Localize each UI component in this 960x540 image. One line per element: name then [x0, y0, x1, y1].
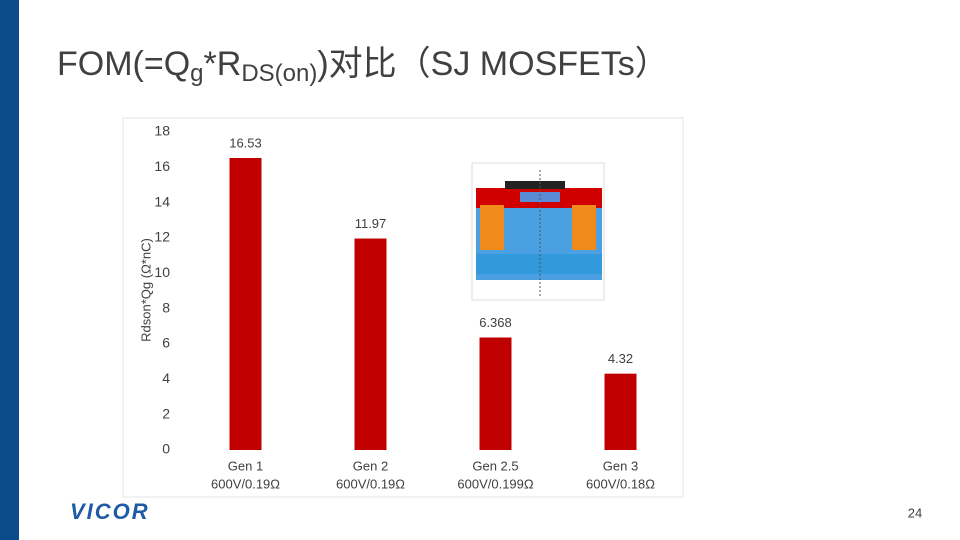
y-axis-title: Rdson*Qg (Ω*nC) [138, 238, 153, 342]
y-tick-label: 14 [154, 193, 170, 209]
y-tick-label: 18 [154, 123, 170, 139]
x-tick-label: Gen 3 [603, 458, 638, 473]
bar [604, 373, 637, 450]
x-tick-sublabel: 600V/0.19Ω [211, 476, 280, 491]
bar [354, 238, 387, 450]
title-text: *R [204, 45, 242, 83]
x-tick-label: Gen 2 [353, 458, 388, 473]
y-tick-label: 8 [162, 299, 170, 315]
page-number: 24 [908, 505, 922, 520]
value-label: 6.368 [479, 315, 512, 330]
value-label: 4.32 [608, 351, 633, 366]
device-diagram [471, 162, 605, 301]
value-label: 16.53 [229, 135, 262, 150]
y-tick-label: 4 [162, 370, 170, 386]
title-text: )对比（SJ MOSFETs） [317, 45, 668, 83]
logo: VICOR [70, 499, 150, 524]
x-tick-sublabel: 600V/0.19Ω [336, 476, 405, 491]
x-tick-sublabel: 600V/0.18Ω [586, 476, 655, 491]
y-tick-label: 6 [162, 335, 170, 351]
title-subscript: DS(on) [241, 60, 317, 87]
y-tick-label: 12 [154, 229, 170, 245]
x-tick-sublabel: 600V/0.199Ω [457, 476, 534, 491]
title-text: FOM(=Q [57, 45, 190, 83]
slide-title: FOM(=Qg*RDS(on))对比（SJ MOSFETs） [57, 45, 669, 87]
y-tick-label: 0 [162, 441, 170, 457]
y-tick-label: 16 [154, 158, 170, 174]
x-tick-label: Gen 1 [228, 458, 263, 473]
title-subscript: g [190, 60, 203, 87]
y-tick-label: 10 [154, 264, 170, 280]
y-tick-label: 2 [162, 405, 170, 421]
side-bar [0, 0, 19, 540]
value-label: 11.97 [355, 216, 387, 231]
bar [229, 157, 262, 450]
x-tick-label: Gen 2.5 [472, 458, 518, 473]
bar [479, 337, 512, 450]
